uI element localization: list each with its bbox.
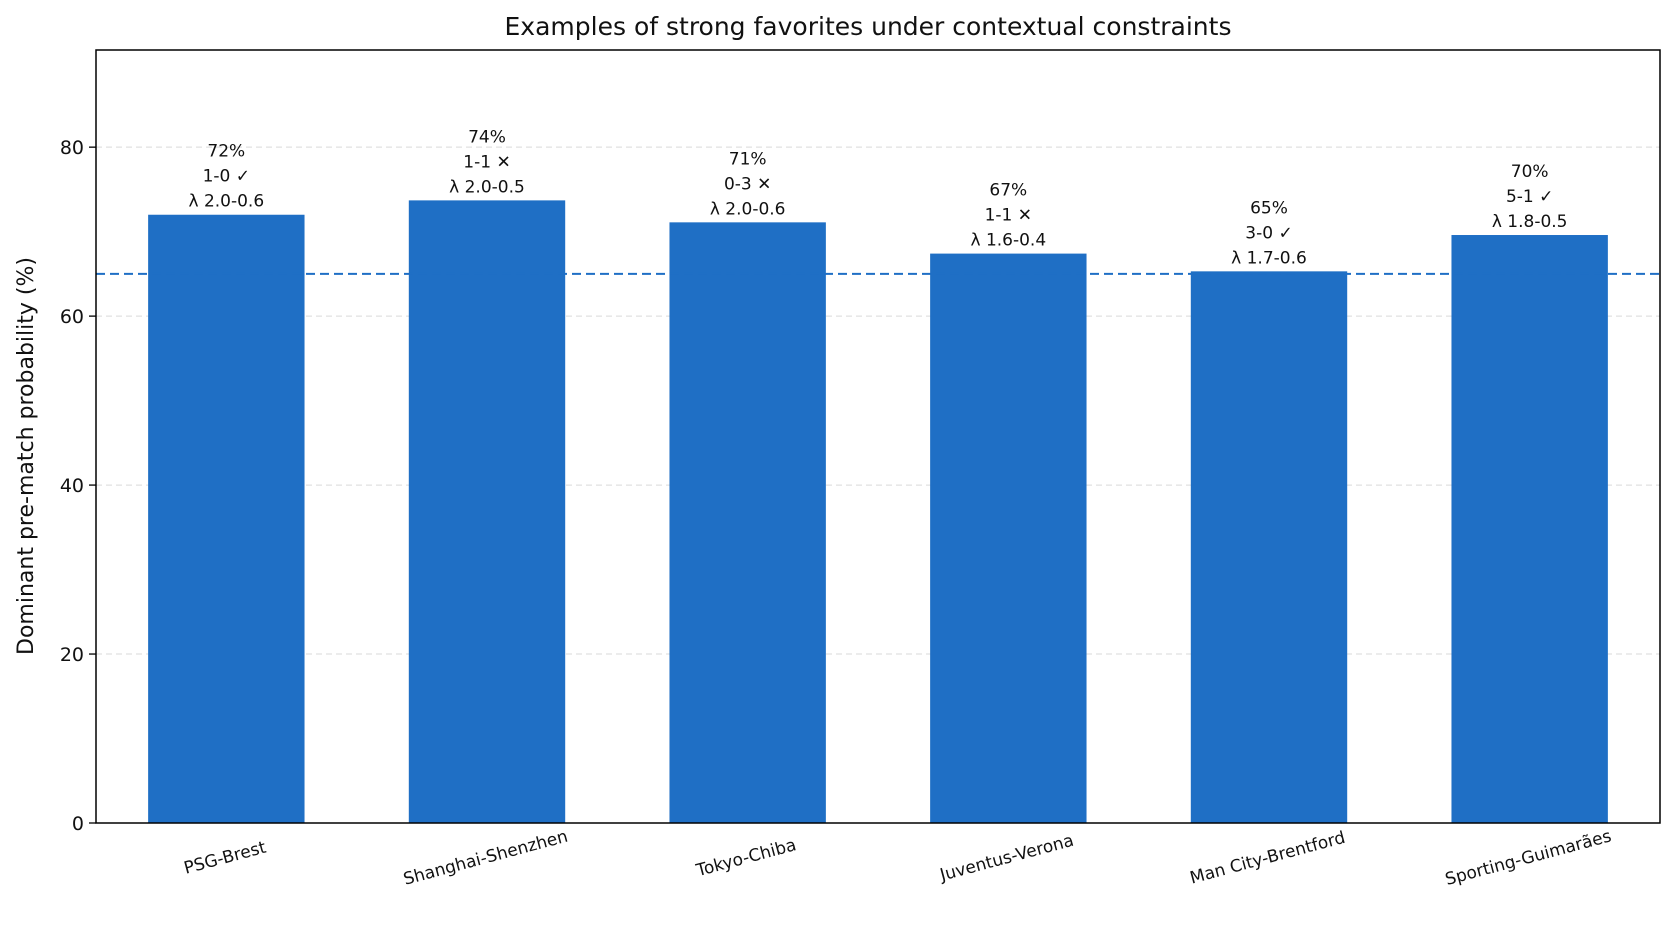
data-label: 65%	[1250, 198, 1288, 218]
axes-layer	[95, 49, 1661, 824]
chart-title: Examples of strong favorites under conte…	[505, 12, 1232, 41]
bar-juventus-verona	[930, 253, 1087, 824]
y-tick-label: 80	[60, 137, 84, 159]
bar-sporting-guimar-es	[1451, 235, 1608, 823]
data-label: λ 2.0-0.6	[188, 192, 264, 212]
data-labels-layer: 72% 1-0 ✓ λ 2.0-0.6 74% 1-1 ✕ λ 2.0-0.5 71% 0-3…	[188, 127, 1567, 268]
data-label: 71%	[729, 149, 767, 169]
y-ticks-layer: 0 20 40 60 80	[60, 137, 96, 835]
bar-man-city-brentford	[1190, 271, 1348, 823]
x-category-label: Juventus-Verona	[937, 831, 1076, 886]
data-label: 1-1 ✕	[463, 152, 510, 172]
y-tick-label: 20	[60, 644, 84, 666]
data-label: 74%	[468, 127, 506, 147]
data-label: λ 2.0-0.6	[710, 199, 786, 219]
x-category-label: Tokyo-Chiba	[693, 835, 798, 881]
data-label: 67%	[989, 181, 1027, 201]
data-label: λ 1.7-0.6	[1231, 248, 1307, 268]
data-label: 1-0 ✓	[203, 167, 250, 187]
bar-shanghai-shenzhen	[408, 200, 566, 823]
y-axis-label: Dominant pre-match probability (%)	[14, 257, 39, 655]
x-categories-layer: PSG-Brest Shanghai-Shenzhen Tokyo-Chiba Juv…	[182, 826, 1614, 890]
data-label: λ 2.0-0.5	[449, 177, 525, 197]
y-tick-label: 0	[72, 813, 84, 835]
bar-tokyo-chiba	[669, 222, 826, 823]
x-category-label: PSG-Brest	[182, 838, 269, 879]
data-label: λ 1.6-0.4	[970, 231, 1046, 251]
data-label: 70%	[1511, 162, 1549, 182]
data-label: 72%	[207, 142, 245, 162]
data-label: 0-3 ✕	[724, 174, 771, 194]
y-tick-label: 40	[60, 475, 84, 497]
plot-frame	[95, 49, 1661, 824]
y-tick-label: 60	[60, 306, 84, 328]
data-label: 1-1 ✕	[985, 206, 1032, 226]
x-category-label: Man City-Brentford	[1188, 828, 1348, 889]
bar-psg-brest	[148, 214, 305, 824]
grid-layer	[96, 146, 1660, 655]
x-category-label: Sporting-Guimarães	[1443, 826, 1614, 890]
data-label: λ 1.8-0.5	[1492, 212, 1568, 232]
data-label: 3-0 ✓	[1245, 223, 1292, 243]
bars-layer	[148, 200, 1608, 824]
x-category-label: Shanghai-Shenzhen	[401, 827, 570, 890]
data-label: 5-1 ✓	[1506, 187, 1553, 207]
